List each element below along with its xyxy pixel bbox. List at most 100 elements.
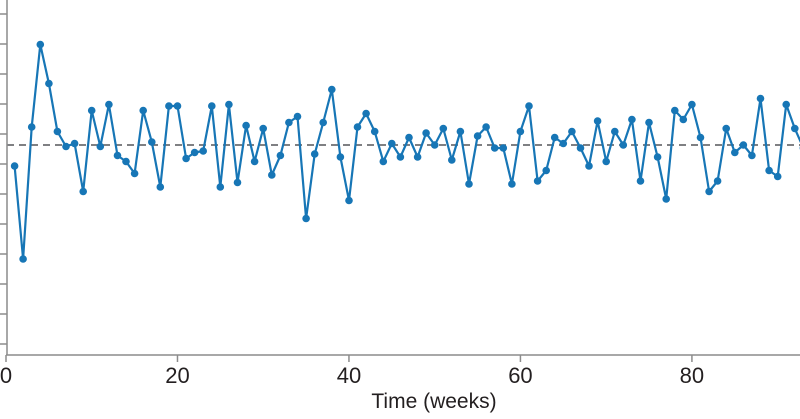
data-point (430, 141, 439, 149)
data-point (439, 124, 448, 133)
x-axis-title: Time (weeks) (371, 390, 496, 413)
data-point (87, 106, 96, 115)
data-point (765, 166, 773, 175)
data-point (139, 106, 147, 115)
data-point (96, 142, 105, 151)
data-point (602, 157, 610, 166)
data-point (199, 147, 207, 155)
x-tick-label: 0 (0, 363, 12, 388)
data-point (302, 214, 310, 223)
data-point (310, 150, 319, 158)
data-point (576, 144, 585, 152)
data-point (628, 115, 636, 124)
data-point (791, 124, 799, 133)
data-point (422, 129, 430, 137)
data-point (388, 139, 396, 148)
data-point (671, 106, 679, 115)
data-point (105, 100, 113, 109)
data-point (319, 118, 328, 127)
data-point (619, 141, 628, 149)
data-point (508, 180, 516, 188)
data-point (516, 127, 525, 136)
data-point (53, 127, 62, 136)
x-tick-label: 20 (165, 363, 189, 388)
data-point (190, 148, 199, 157)
data-point (370, 127, 379, 136)
data-point (448, 156, 456, 164)
data-point (45, 79, 53, 88)
data-point (79, 187, 87, 196)
data-point (62, 142, 70, 151)
data-point (336, 153, 345, 161)
data-point (345, 196, 353, 205)
data-point (130, 169, 139, 178)
data-point (653, 153, 662, 161)
data-point (696, 133, 705, 142)
data-point (328, 85, 336, 94)
data-point (722, 124, 730, 133)
data-point (10, 162, 19, 170)
series-line (13, 43, 800, 261)
data-point (216, 183, 225, 191)
data-point (250, 157, 259, 166)
data-point (782, 100, 790, 109)
data-point (611, 127, 619, 136)
data-point (405, 133, 413, 142)
data-point (645, 118, 653, 127)
data-point (182, 154, 190, 163)
data-point (379, 157, 388, 166)
data-point (731, 148, 739, 157)
data-point (156, 183, 165, 191)
data-point (499, 144, 508, 152)
data-point (233, 178, 242, 187)
data-point (559, 139, 568, 148)
data-point (36, 40, 45, 49)
data-point (748, 151, 756, 160)
x-tick-label: 40 (337, 363, 361, 388)
data-point (396, 153, 405, 161)
data-point (593, 117, 602, 125)
data-point (165, 102, 173, 110)
data-point (113, 151, 122, 160)
data-point (705, 187, 713, 196)
data-point (122, 157, 130, 166)
x-tick-label: 60 (508, 363, 532, 388)
data-point (533, 177, 542, 185)
data-point (276, 151, 285, 160)
data-point (739, 141, 748, 149)
data-point (542, 166, 550, 175)
data-point (662, 195, 670, 203)
data-point (27, 123, 36, 131)
data-point (19, 255, 27, 263)
data-point (773, 172, 782, 181)
x-tick-label: 80 (680, 363, 704, 388)
data-point (688, 100, 696, 109)
data-point (148, 138, 156, 146)
data-point (713, 177, 722, 185)
data-point (208, 102, 216, 110)
data-point (173, 102, 182, 110)
data-point (482, 123, 490, 131)
data-point (456, 127, 465, 136)
data-point (242, 121, 250, 130)
data-point (285, 118, 293, 127)
data-point (259, 124, 268, 133)
data-point (353, 123, 362, 131)
data-point (679, 115, 688, 124)
data-point (465, 180, 473, 188)
data-point (225, 100, 233, 109)
data-point (568, 127, 576, 136)
data-point (473, 132, 482, 140)
data-point (525, 102, 533, 110)
data-point (490, 144, 499, 152)
data-point (362, 109, 370, 118)
data-point (293, 112, 302, 121)
data-point (70, 139, 79, 148)
data-point (413, 153, 422, 161)
data-point (756, 94, 765, 103)
data-point (636, 177, 645, 185)
data-point (550, 133, 559, 142)
data-point (268, 171, 276, 179)
